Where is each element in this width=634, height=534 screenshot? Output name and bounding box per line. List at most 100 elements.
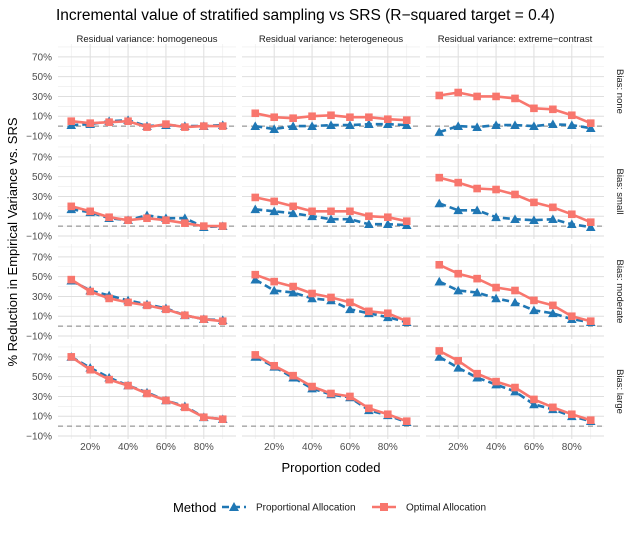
data-point-square (365, 113, 373, 122)
y-axis-label: % Reduction in Empirical Variance vs. SR… (5, 117, 20, 366)
data-point-square (143, 301, 151, 310)
data-point-square (346, 392, 354, 401)
y-tick-label: 50% (32, 272, 52, 283)
data-point-triangle (250, 204, 261, 214)
facet-panel (58, 244, 236, 339)
data-point-square (530, 198, 538, 207)
data-point-square (454, 357, 462, 365)
data-point-square (67, 353, 76, 361)
data-point-square (327, 293, 335, 302)
data-point-square (270, 197, 278, 206)
y-tick-label: −10% (26, 332, 52, 343)
data-point-square (218, 222, 227, 230)
data-point-triangle (307, 121, 317, 130)
facet-col-label: Residual variance: heterogeneous (259, 34, 403, 45)
chart-title: Incremental value of stratified sampling… (56, 7, 555, 24)
data-point-square (568, 111, 576, 120)
legend-label: Optimal Allocation (406, 503, 486, 514)
data-point-triangle (269, 285, 279, 295)
data-point-square (105, 375, 113, 384)
data-point-square (200, 222, 208, 230)
data-point-square (181, 403, 189, 412)
facet-row-label: Bias: large (614, 369, 625, 414)
data-point-triangle (383, 119, 393, 128)
data-point-triangle (453, 285, 463, 295)
data-point-triangle (529, 399, 539, 409)
data-point-triangle (345, 120, 355, 129)
data-point-square (492, 185, 500, 194)
data-point-square (251, 193, 260, 202)
facet-panels: Residual variance: homogeneous Residual v… (26, 34, 625, 453)
x-tick-label: 60% (340, 442, 360, 453)
data-point-square (270, 361, 278, 370)
data-point-triangle (529, 121, 539, 130)
data-point-triangle (288, 208, 298, 218)
data-point-triangle (383, 219, 393, 228)
y-tick-label: 70% (32, 352, 52, 363)
data-point-triangle (510, 214, 520, 224)
data-point-triangle (288, 287, 298, 297)
data-point-square (308, 207, 316, 216)
facet-panel (242, 244, 420, 339)
y-tick-label: 30% (32, 192, 52, 203)
data-point-square (384, 115, 392, 124)
data-point-triangle (548, 214, 558, 224)
data-point-triangle (472, 205, 482, 215)
data-point-square (308, 382, 316, 391)
y-tick-label: 10% (32, 112, 52, 123)
data-point-square (511, 383, 519, 392)
data-point-triangle (567, 219, 577, 228)
data-point-triangle (434, 276, 445, 286)
data-point-square (473, 184, 481, 193)
data-point-square (86, 365, 94, 374)
y-tick-label: 70% (32, 52, 52, 63)
data-point-square (530, 296, 538, 305)
data-point-square (162, 396, 170, 405)
data-point-square (435, 173, 444, 182)
y-tick-label: −10% (26, 132, 52, 143)
data-point-square (586, 416, 595, 424)
legend: Method Proportional Allocation Optimal Al… (173, 500, 486, 515)
data-point-square (346, 298, 354, 307)
data-point-square (327, 389, 335, 398)
data-point-square (289, 114, 297, 123)
data-point-square (181, 123, 189, 131)
facet-panel (242, 44, 420, 139)
data-point-square (402, 217, 411, 225)
data-point-square (105, 213, 113, 222)
data-point-square (181, 311, 189, 320)
facet-row-label: Bias: small (614, 169, 625, 215)
facet-panel (58, 144, 236, 239)
data-point-square (218, 317, 227, 325)
data-point-square (549, 403, 557, 412)
y-tick-label: 10% (32, 412, 52, 423)
data-point-triangle (491, 293, 501, 303)
facet-row-label: Bias: none (614, 69, 625, 114)
data-point-square (86, 207, 94, 216)
data-point-square (251, 351, 260, 359)
data-point-square (511, 286, 519, 295)
series-line (255, 208, 407, 227)
data-point-square (492, 283, 500, 292)
data-point-square (365, 404, 373, 413)
x-tick-label: 80% (378, 442, 398, 453)
facet-col-label: Residual variance: homogeneous (76, 34, 217, 45)
data-point-square (568, 210, 576, 219)
data-point-square (67, 117, 76, 125)
data-point-square (218, 415, 227, 424)
data-point-triangle (491, 212, 501, 222)
data-point-triangle (401, 120, 412, 129)
data-point-triangle (434, 198, 445, 208)
data-point-square (365, 307, 373, 316)
x-tick-label: 40% (486, 442, 506, 453)
facet-row-label: Bias: moderate (614, 260, 625, 324)
data-point-square (568, 312, 576, 321)
data-point-triangle (529, 305, 539, 315)
data-point-square (124, 381, 132, 390)
data-point-square (200, 413, 208, 422)
data-point-square (365, 212, 373, 221)
x-tick-label: 40% (118, 442, 138, 453)
x-tick-label: 80% (562, 442, 582, 453)
x-axis-label: Proportion coded (281, 460, 380, 475)
